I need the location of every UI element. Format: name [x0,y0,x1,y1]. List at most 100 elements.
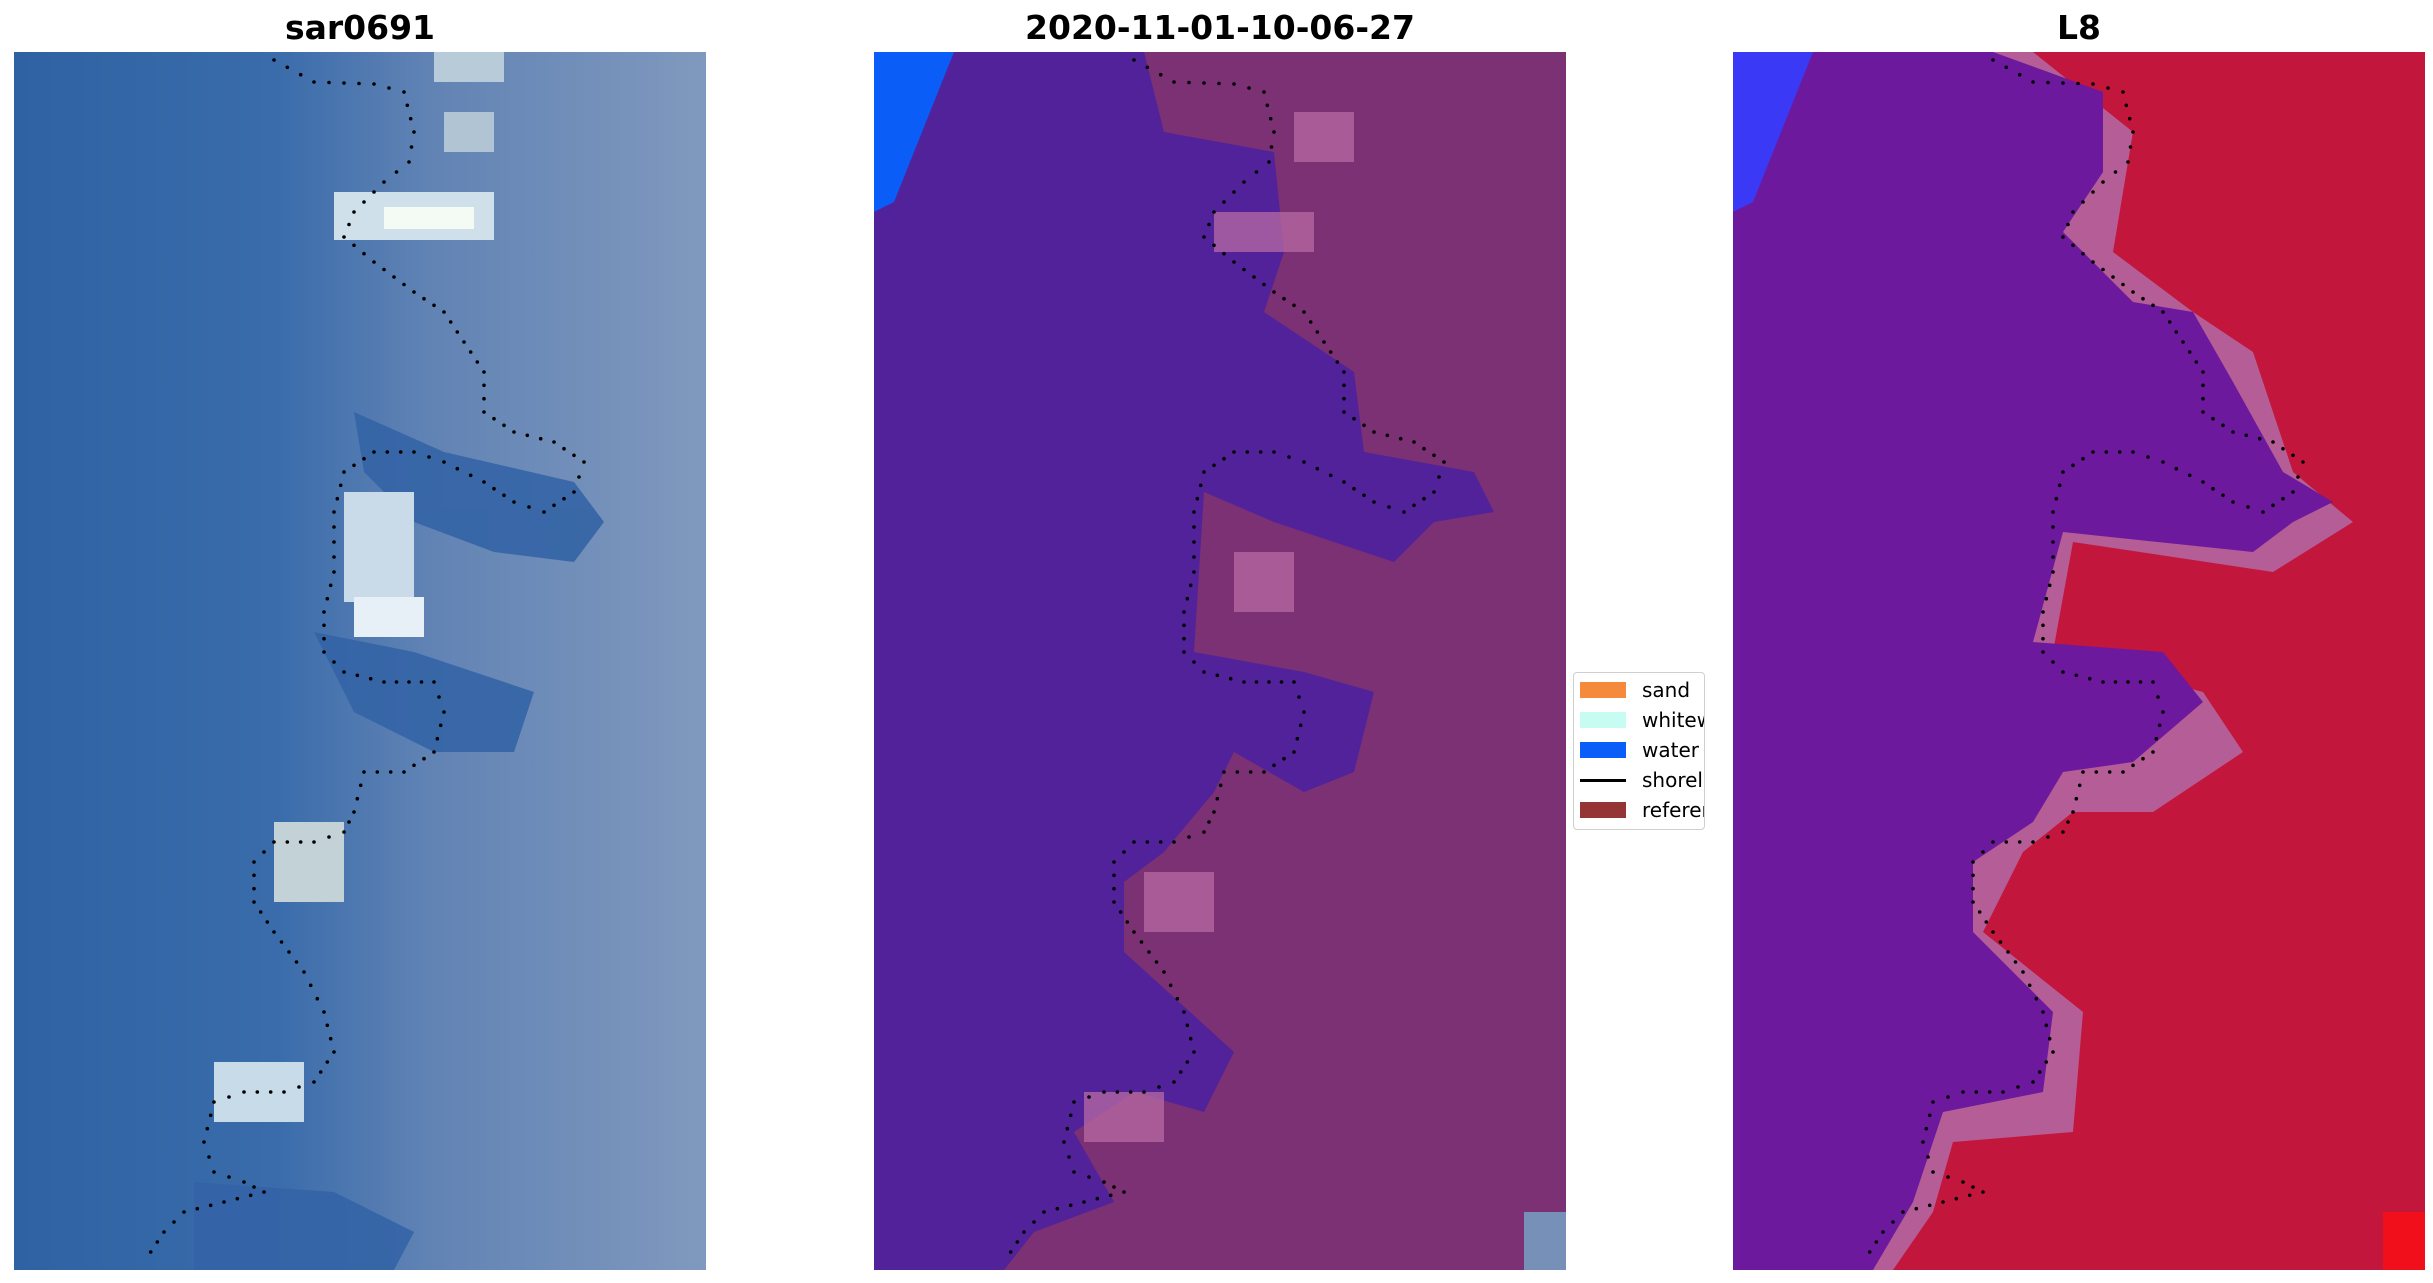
shoreline-dot [1042,1210,1046,1214]
shoreline-dot [1072,1170,1076,1174]
shoreline-dot [1971,860,1975,864]
shoreline-dot [455,466,460,471]
shoreline-dot [1924,1126,1929,1131]
shoreline-dot [468,350,473,354]
legend-item-sand: sand [1580,677,1704,703]
shoreline-dot [1192,555,1196,559]
shoreline-dot [1981,1190,1985,1194]
shoreline-dot [1442,460,1446,464]
shoreline-dot [312,1080,316,1084]
shoreline-dot [2031,80,2035,84]
shoreline-dot [2244,433,2249,438]
shoreline-dot [2126,680,2130,684]
shoreline-dot [1991,840,1995,844]
shoreline-dot [332,540,336,544]
shoreline-dot [2113,170,2118,174]
shoreline-dot [398,450,403,454]
shoreline-dot [1315,466,1320,471]
shoreline-dot [2221,423,2225,428]
shoreline-dot [1192,510,1196,514]
shoreline-dot [362,200,366,204]
shoreline-dot [2131,450,2135,454]
shoreline-dot [1182,623,1186,628]
shoreline-dot [2034,996,2039,1001]
shoreline-dot [1182,610,1186,614]
shoreline-dot [1235,770,1240,774]
shoreline-dot [332,660,336,664]
shoreline-dot [412,130,416,134]
shoreline-dot [582,460,586,464]
shoreline-dot [427,455,431,459]
shoreline-dot [2121,90,2125,94]
shoreline-dot [1228,676,1233,681]
shoreline-dot [2151,303,2155,308]
shoreline-dot [1981,850,1985,854]
shoreline-dot [2257,436,2262,441]
shoreline-dot [1874,1240,1879,1244]
shoreline-dot [442,710,446,714]
shoreline-dot [1139,940,1144,944]
shoreline-dot [2154,736,2159,741]
shoreline-dot [1102,1090,1106,1094]
shoreline-dot [1218,783,1223,788]
shoreline-dot [392,275,396,279]
shoreline-dot [2104,450,2109,454]
shoreline-dot [357,81,361,86]
index-image [1733,52,2425,1270]
shoreline-dot [2101,267,2105,272]
shoreline-dot [2074,673,2079,678]
shoreline-dot [258,910,263,914]
shoreline-dot [2231,430,2235,434]
shoreline-dot [448,320,453,324]
shoreline-dot [422,756,426,761]
shoreline-dot [405,103,410,108]
shoreline-dot [1295,736,1300,741]
shoreline-dot [572,490,576,494]
shoreline-dot [475,360,480,364]
shoreline-dot [2121,282,2125,287]
shoreline-dot [298,840,303,844]
shoreline-dot [1921,1140,1925,1144]
shoreline-dot [2037,1070,2042,1074]
shoreline-dot [2091,190,2095,194]
shoreline-dot [1267,680,1271,684]
shoreline-dot [1262,282,1266,287]
shoreline-dot [1342,410,1346,414]
shoreline-dot [2081,456,2085,461]
shoreline-dot [1308,320,1313,324]
shoreline-dot [2181,340,2185,344]
shoreline-dot [1315,330,1320,334]
shoreline-dot [285,840,290,844]
shoreline-dot [1946,1175,1950,1179]
shoreline-dot [438,723,443,728]
shoreline-dot [1185,1023,1190,1028]
shoreline-dot [482,410,486,414]
rgb-image-panel [14,52,706,1270]
shoreline-dot [1217,81,1221,86]
shoreline-dot [342,81,346,85]
shoreline-dot [375,770,380,774]
shoreline-dot [1977,910,1982,914]
shoreline-dot [2161,310,2165,314]
shoreline-dot [2094,770,2099,774]
shoreline-dot [1087,1175,1091,1179]
shoreline-dot [1372,430,1376,434]
shoreline-dot [1158,72,1163,77]
shoreline-dot [412,450,416,454]
shoreline-dot [512,430,516,434]
shoreline-dot [2161,460,2165,464]
shoreline-dot [2161,710,2165,714]
shoreline-dot [1412,503,1416,508]
shoreline-dot [1342,370,1346,374]
shoreline-dot [279,940,284,944]
shoreline-dot [387,86,391,90]
shoreline-dot [1222,456,1226,461]
shoreline-dot [1268,116,1273,121]
shoreline-dot [202,1140,206,1144]
shoreline-dot [1352,416,1356,421]
shoreline-dot [1362,493,1366,498]
shoreline-rgb [148,58,586,1254]
